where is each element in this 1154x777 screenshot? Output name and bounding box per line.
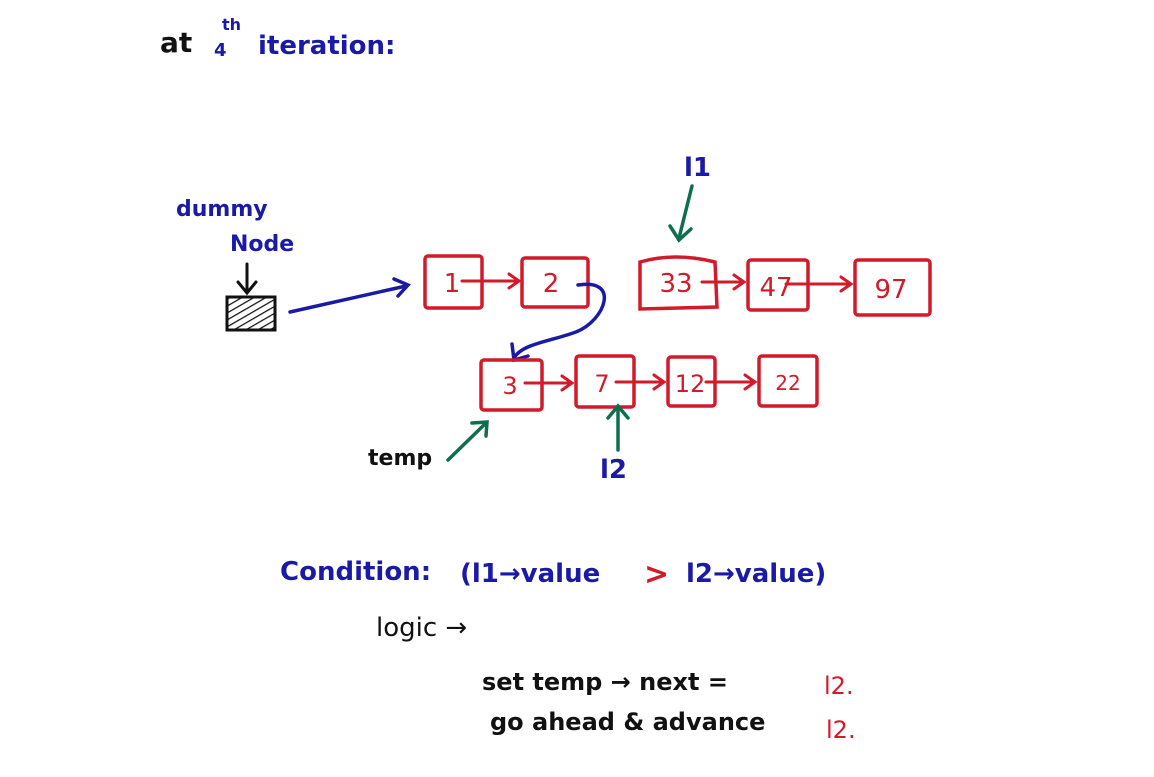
top-list-links [460, 272, 854, 293]
node-1-value: 1 [444, 269, 461, 299]
condition-label: Condition: [280, 557, 431, 587]
logic-line2: go ahead & advance [490, 708, 765, 736]
node-97-box [853, 258, 932, 317]
node-12-value: 12 [675, 370, 706, 398]
bottom-list [479, 354, 819, 412]
pointer-l1-arrow [668, 184, 694, 243]
pointer-temp-label: temp [368, 446, 432, 471]
bottom-list-values: 3 7 12 22 [502, 370, 800, 400]
pointer-temp-arrow [446, 420, 489, 462]
node-7-value: 7 [594, 370, 609, 398]
dummy-arrow [236, 262, 258, 296]
dummy-label: dummy [176, 197, 268, 222]
node-22-value: 22 [775, 371, 800, 395]
top-list-values: 1 2 33 47 97 [444, 269, 908, 305]
heading-number: 4 [214, 40, 227, 61]
node-3-value: 3 [502, 372, 517, 400]
node-22-box [757, 354, 819, 408]
heading-text: iteration: [258, 31, 395, 61]
logic-line2-value: l2. [826, 716, 856, 744]
node-33-value: 33 [659, 269, 692, 299]
condition-operator: > [644, 557, 669, 592]
pointer-l1-label: l1 [684, 153, 711, 183]
condition-left: (l1→value [460, 559, 600, 589]
dummy-label-node: Node [230, 232, 294, 257]
node-97-value: 97 [874, 275, 907, 305]
dummy-to-head-arrow [288, 277, 411, 314]
bottom-list-links [523, 373, 758, 392]
dummy-node-box [225, 295, 277, 332]
pointer-l2-arrow [606, 403, 630, 452]
node-33-box [638, 255, 719, 311]
node-47-value: 47 [759, 273, 792, 303]
heading-superscript: th [222, 15, 241, 34]
logic-line1-value: l2. [824, 672, 854, 700]
node-2-value: 2 [543, 269, 560, 299]
logic-label: logic → [376, 613, 467, 643]
node-3-box [479, 358, 544, 412]
pointer-l2-label: l2 [600, 455, 627, 485]
logic-line1: set temp → next = [482, 668, 728, 696]
condition-right: l2→value) [686, 559, 826, 589]
heading-prefix: at [160, 26, 192, 59]
